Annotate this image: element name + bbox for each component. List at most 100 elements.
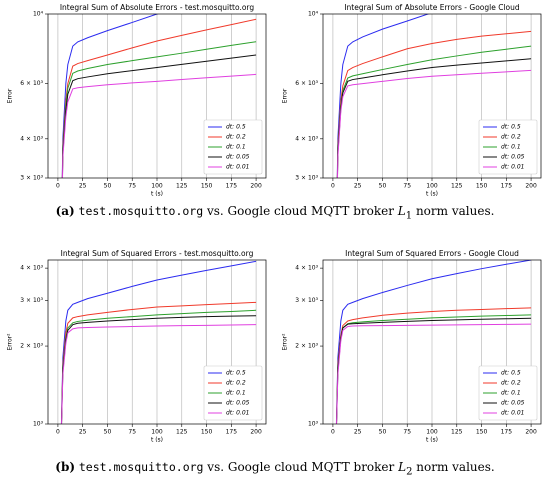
legend-label: dt: 0.1: [226, 144, 246, 151]
x-tick-label: 75: [128, 183, 136, 190]
x-tick-label: 25: [79, 183, 87, 190]
y-tick-label: 4 × 10³: [295, 135, 318, 142]
x-axis-label: t (s): [426, 437, 438, 444]
x-tick-label: 200: [525, 183, 537, 190]
y-tick-label: 10³: [33, 421, 44, 428]
x-axis-label: t (s): [151, 437, 163, 444]
y-tick-label: 3 × 10³: [20, 297, 43, 304]
y-axis-label: Error: [7, 88, 14, 103]
line: [61, 41, 257, 178]
legend-label: dt: 0.1: [226, 390, 246, 397]
x-tick-label: 50: [104, 183, 112, 190]
caption-end: norm values.: [415, 204, 495, 218]
legend-label: dt: 0.1: [501, 144, 521, 151]
legend-label: dt: 0.2: [501, 380, 521, 387]
line: [61, 73, 257, 178]
legend-label: dt: 0.1: [501, 390, 521, 397]
line: [61, 54, 257, 178]
legend-label: dt: 0.2: [226, 380, 246, 387]
x-tick-label: 125: [176, 183, 188, 190]
x-tick-label: 200: [525, 429, 537, 436]
x-tick-label: 75: [128, 429, 136, 436]
y-axis-label: Error²: [7, 333, 14, 351]
legend-box: [203, 119, 263, 175]
legend-label: dt: 0.5: [501, 370, 521, 377]
x-tick-label: 125: [176, 429, 188, 436]
legend-label: dt: 0.01: [501, 410, 524, 417]
y-tick-label: 10³: [308, 421, 319, 428]
chart: Integral Sum of Squared Errors - test.mo…: [7, 249, 267, 444]
legend-label: dt: 0.01: [226, 410, 249, 417]
x-axis-label: t (s): [151, 191, 163, 198]
legend-label: dt: 0.5: [501, 124, 521, 131]
x-tick-label: 25: [354, 429, 362, 436]
line: [60, 301, 257, 424]
plot-lines: [335, 260, 532, 424]
chart: Integral Sum of Absolute Errors - test.m…: [7, 3, 267, 198]
chart: Integral Sum of Squared Errors - Google …: [282, 249, 542, 444]
caption-code: test.mosquitto.org: [78, 204, 204, 218]
caption-norm: L: [398, 460, 407, 474]
plot-frame: [322, 259, 542, 425]
caption-label: (b): [55, 460, 76, 474]
x-tick-label: 100: [151, 429, 163, 436]
y-tick-label: 3 × 10³: [295, 175, 318, 182]
caption: (b) test.mosquitto.org vs. Google cloud …: [0, 460, 550, 477]
x-tick-label: 50: [379, 183, 387, 190]
legend-label: dt: 0.05: [226, 400, 250, 407]
x-tick-label: 50: [104, 429, 112, 436]
caption-text: vs. Google cloud MQTT broker: [207, 460, 395, 474]
legend-box: [478, 119, 538, 175]
y-axis-label: Error²: [282, 333, 289, 351]
legend-box: [203, 365, 263, 421]
plot-frame: [47, 13, 267, 179]
x-tick-label: 25: [354, 183, 362, 190]
y-tick-label: 6 × 10³: [20, 80, 43, 87]
x-tick-label: 75: [403, 429, 411, 436]
line: [336, 14, 430, 178]
caption-sub: 1: [405, 210, 413, 222]
y-tick-label: 6 × 10³: [295, 80, 318, 87]
x-tick-label: 100: [426, 183, 438, 190]
legend-label: dt: 0.01: [501, 164, 524, 171]
line: [336, 69, 532, 178]
x-tick-label: 0: [331, 183, 335, 190]
legend-label: dt: 0.2: [226, 134, 246, 141]
caption-sub: 2: [406, 466, 413, 478]
x-tick-label: 200: [250, 183, 262, 190]
y-tick-label: 4 × 10³: [20, 135, 43, 142]
caption-end: norm values.: [416, 460, 495, 474]
y-tick-label: 4 × 10³: [295, 265, 318, 272]
x-tick-label: 150: [476, 183, 488, 190]
chart: Integral Sum of Absolute Errors - Google…: [282, 3, 542, 198]
y-tick-label: 3 × 10³: [295, 297, 318, 304]
legend-label: dt: 0.05: [501, 154, 525, 161]
x-tick-label: 175: [501, 183, 513, 190]
chart-title: Integral Sum of Absolute Errors - test.m…: [60, 3, 255, 12]
x-tick-label: 200: [250, 429, 262, 436]
line: [336, 323, 532, 424]
y-tick-label: 10⁴: [33, 11, 44, 18]
x-tick-label: 150: [201, 183, 213, 190]
x-tick-label: 0: [56, 429, 60, 436]
legend-label: dt: 0.05: [226, 154, 250, 161]
x-tick-label: 175: [226, 429, 238, 436]
x-tick-label: 100: [151, 183, 163, 190]
x-tick-label: 100: [426, 429, 438, 436]
x-tick-label: 125: [451, 429, 463, 436]
chart-title: Integral Sum of Squared Errors - test.mo…: [61, 249, 254, 258]
caption-code: test.mosquitto.org: [78, 460, 204, 474]
x-tick-label: 150: [201, 429, 213, 436]
line: [61, 324, 257, 424]
legend-label: dt: 0.5: [226, 370, 246, 377]
legend-label: dt: 0.01: [226, 164, 249, 171]
x-tick-label: 25: [79, 429, 87, 436]
plot-lines: [60, 260, 257, 424]
plot-frame: [322, 13, 542, 179]
chart-title: Integral Sum of Absolute Errors - Google…: [344, 3, 520, 12]
x-tick-label: 0: [56, 183, 60, 190]
y-tick-label: 4 × 10³: [20, 265, 43, 272]
line: [335, 260, 532, 424]
caption-text: vs. Google cloud MQTT broker: [206, 204, 394, 218]
